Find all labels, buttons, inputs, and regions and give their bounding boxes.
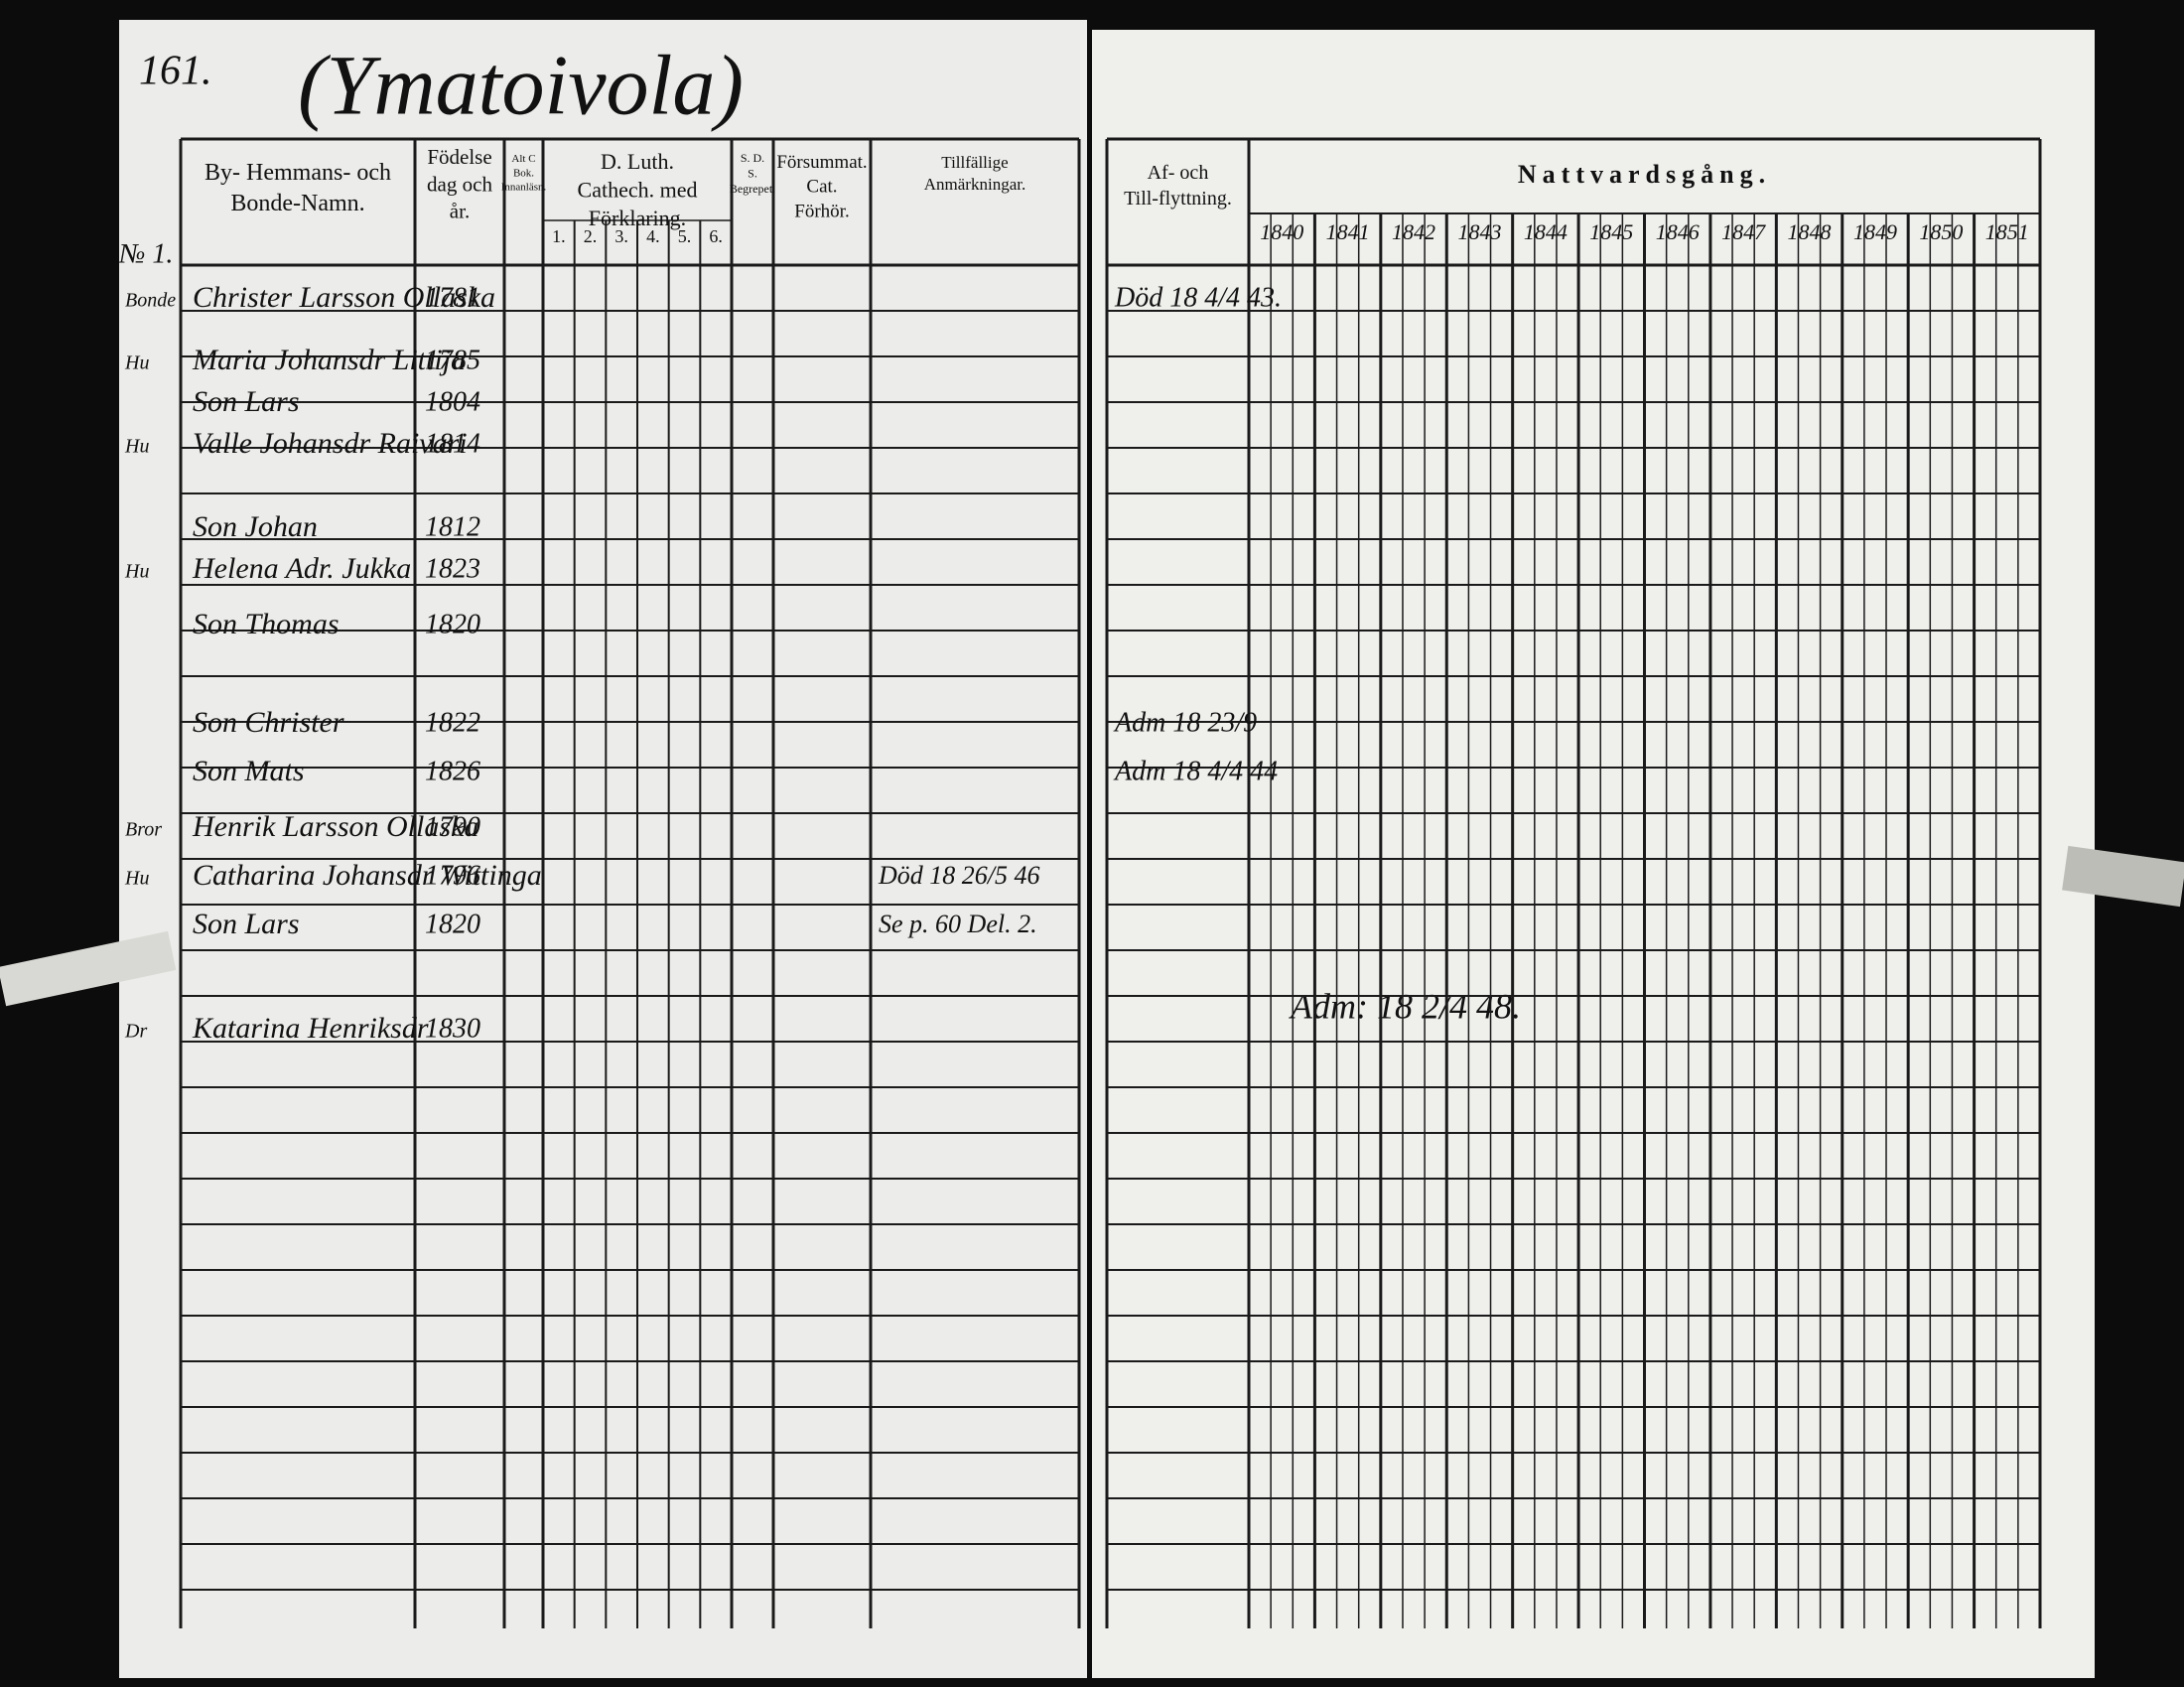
year-label: 1848 [1788, 219, 1832, 244]
birth-year: 1823 [425, 553, 480, 584]
column-header: Tillfällige Anmärkningar. [924, 153, 1025, 194]
birth-year: 1785 [425, 345, 480, 375]
person-name: Son Lars [193, 385, 300, 418]
birth-year: 1820 [425, 909, 480, 939]
person-name: Son Christer [193, 706, 344, 739]
person-name: Son Lars [193, 908, 300, 940]
person-name: Son Johan [193, 510, 318, 543]
year-label: 1851 [1985, 219, 2029, 244]
catechism-part: 5. [678, 226, 692, 246]
person-name: Henrik Larsson Ollaska [192, 810, 478, 843]
column-header: D. Luth. Cathech. med Förklaring. [578, 149, 698, 230]
left-page [119, 20, 1087, 1678]
ruling [179, 137, 2042, 1628]
year-label: 1843 [1457, 219, 1501, 244]
village-name: (Ymatoivola) [298, 38, 744, 133]
catechism-part: 3. [614, 226, 628, 246]
column-header: Alt C Bok. Innanläsn. [501, 153, 547, 194]
year-label: 1845 [1589, 219, 1633, 244]
page-clip [2062, 845, 2184, 908]
person-name: Son Mats [193, 755, 305, 787]
column-header: By- Hemmans- och Bonde-Namn. [205, 160, 391, 216]
birth-year: 1814 [425, 428, 480, 459]
remark: Död 18 26/5 46 [878, 861, 1040, 890]
person-name: Katarina Henriksdr [192, 1012, 429, 1045]
birth-year: 1796 [425, 860, 480, 891]
person-name: Helena Adr. Jukka [192, 552, 411, 585]
person-name: Valle Johansdr Raivari [193, 427, 468, 460]
birth-year: 1790 [425, 811, 480, 842]
year-label: 1841 [1326, 219, 1370, 244]
household-number: № 1. [118, 238, 173, 269]
year-label: 1847 [1721, 219, 1766, 244]
person-role: Dr [124, 1021, 147, 1043]
catechism-part: 2. [584, 226, 598, 246]
remark: Se p. 60 Del. 2. [879, 910, 1037, 938]
birth-year: 1781 [425, 282, 480, 313]
year-label: 1849 [1853, 219, 1897, 244]
move-note: Död 18 4/4 43. [1114, 282, 1282, 313]
person-role: Hu [124, 436, 149, 458]
column-header: Födelse dag och år. [427, 145, 492, 223]
person-role: Hu [124, 352, 149, 374]
year-label: 1844 [1524, 219, 1568, 244]
person-name: Christer Larsson Ollaska [193, 281, 495, 314]
column-header: Af- och Till-flyttning. [1124, 162, 1232, 210]
year-label: 1840 [1260, 219, 1303, 244]
late-note: Adm: 18 2/4 48. [1289, 986, 1521, 1026]
person-role: Bror [125, 819, 162, 841]
column-header: Försummat. Cat. Förhör. [776, 152, 867, 221]
page-number: 161. [139, 49, 212, 94]
move-note: Adm 18 23/9 [1113, 707, 1257, 738]
person-name: Maria Johansdr Littija [192, 344, 466, 376]
content: 1840 1841 1842 1843 1844 1845 1846 1847 1848 1849… [124, 145, 2029, 1045]
year-label: 1846 [1656, 219, 1700, 244]
catechism-part: 4. [646, 226, 660, 246]
catechism-part: 1. [552, 226, 566, 246]
person-role: Hu [124, 561, 149, 583]
person-name: Catharina Johansdr Wittinga [193, 859, 542, 892]
year-label: 1850 [1919, 219, 1963, 244]
right-page [1092, 30, 2095, 1678]
page-clip [0, 930, 177, 1007]
person-role: Hu [124, 868, 149, 890]
year-label: 1842 [1392, 219, 1435, 244]
column-header: Nattvardsgång. [1518, 160, 1771, 189]
birth-year: 1804 [425, 386, 480, 417]
birth-year: 1822 [425, 707, 480, 738]
birth-year: 1820 [425, 609, 480, 639]
move-note: Adm 18 4/4 44 [1113, 756, 1278, 786]
person-name: Son Thomas [193, 608, 340, 640]
catechism-part: 6. [709, 226, 723, 246]
person-role: Bonde [125, 290, 176, 312]
birth-year: 1830 [425, 1013, 480, 1044]
birth-year: 1826 [425, 756, 480, 786]
column-header: S. D. S. Begrepet. [730, 151, 775, 196]
birth-year: 1812 [425, 511, 480, 542]
